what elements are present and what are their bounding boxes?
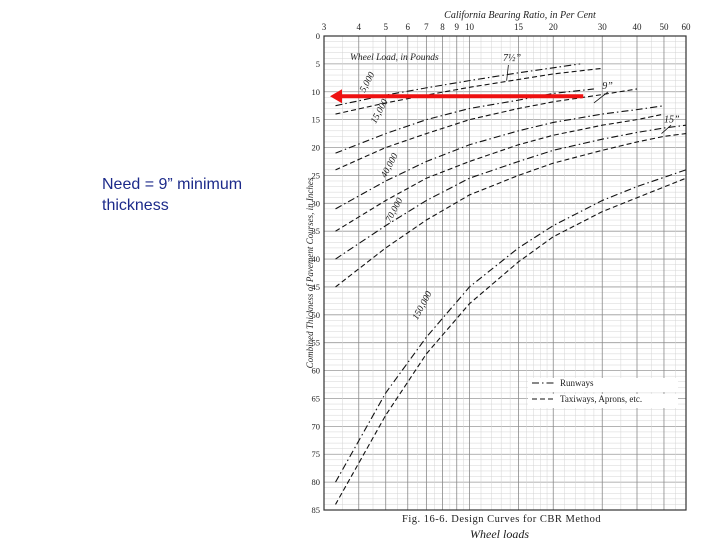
x-tick-label: 60 (682, 22, 692, 32)
y-tick-label: 40 (312, 254, 321, 264)
chart-labels: California Bearing Ratio, in Per Cent Com… (305, 10, 680, 540)
annotation-7-5: 7½” (503, 53, 522, 64)
y-tick-label: 85 (312, 505, 321, 515)
y-tick-label: 50 (312, 310, 321, 320)
note-line-2: thickness (102, 197, 169, 214)
wheel-load-label: 15,000 (369, 98, 390, 126)
y-axis-label: Combined Thickness of Pavement Courses, … (305, 177, 315, 368)
y-tick-label: 25 (312, 170, 321, 180)
note-line-1: Need = 9” minimum (102, 176, 243, 193)
chart-ticks: 3 4 5 6 7 8 9 10 15 20 30 40 50 600510152025303540455… (312, 22, 692, 515)
legend-label: Taxiways, Aprons, etc. (560, 394, 642, 404)
x-tick-label: 50 (659, 22, 669, 32)
series-line-0 (335, 63, 581, 107)
series-line-1 (335, 67, 603, 115)
series-line-9 (335, 177, 687, 505)
series-line-8 (335, 169, 687, 483)
x-tick-label: 3 (322, 22, 327, 32)
legend-bg (528, 378, 678, 392)
annotation-15-leader (661, 124, 672, 134)
y-tick-label: 70 (312, 421, 321, 431)
annotation-9-leader (593, 91, 609, 104)
annotation-7-5-leader (506, 64, 509, 81)
legend-bg (528, 394, 678, 408)
y-tick-label: 20 (312, 143, 321, 153)
x-tick-label: 9 (455, 22, 460, 32)
x-tick-label: 15 (514, 22, 524, 32)
y-tick-label: 75 (312, 449, 321, 459)
chart-curves (335, 63, 687, 505)
wheel-load-label: 150,000 (411, 290, 434, 322)
annotation-note: Need = 9” minimum thickness (102, 174, 292, 216)
y-tick-label: 60 (312, 366, 321, 376)
series-line-3 (335, 88, 638, 171)
x-tick-label: 30 (598, 22, 608, 32)
x-tick-label: 4 (357, 22, 362, 32)
annotation-15: 15” (664, 114, 680, 125)
y-tick-label: 35 (312, 226, 321, 236)
chart-grid (323, 35, 687, 511)
wheel-load-title: Wheel Load, in Pounds (350, 53, 439, 63)
handwritten-caption: Wheel loads (470, 527, 529, 540)
y-tick-label: 45 (312, 282, 321, 292)
y-tick-label: 5 (316, 59, 320, 69)
x-tick-label: 20 (549, 22, 559, 32)
x-tick-label: 7 (424, 22, 429, 32)
series-line-2 (335, 88, 594, 154)
x-tick-label: 8 (440, 22, 445, 32)
figure-caption: Fig. 16-6. Design Curves for CBR Method (402, 514, 601, 525)
series-line-7 (335, 133, 687, 288)
y-tick-label: 65 (312, 393, 321, 403)
legend-label: Runways (560, 378, 594, 388)
chart-title: California Bearing Ratio, in Per Cent (444, 10, 596, 21)
y-tick-label: 80 (312, 477, 321, 487)
series-line-5 (335, 113, 665, 232)
annotation-9: 9” (602, 81, 613, 92)
x-tick-label: 10 (465, 22, 475, 32)
y-tick-label: 10 (312, 87, 321, 97)
y-tick-label: 15 (312, 115, 321, 125)
x-tick-label: 40 (633, 22, 643, 32)
y-tick-label: 30 (312, 198, 321, 208)
x-tick-label: 6 (406, 22, 411, 32)
x-tick-label: 5 (383, 22, 388, 32)
series-line-4 (335, 105, 665, 210)
y-tick-label: 0 (316, 31, 320, 41)
y-tick-label: 55 (312, 338, 321, 348)
highlight-arrow-head (330, 89, 342, 104)
series-line-6 (335, 124, 687, 260)
plot-frame (323, 35, 687, 511)
wheel-load-label: 5,000 (358, 70, 377, 94)
